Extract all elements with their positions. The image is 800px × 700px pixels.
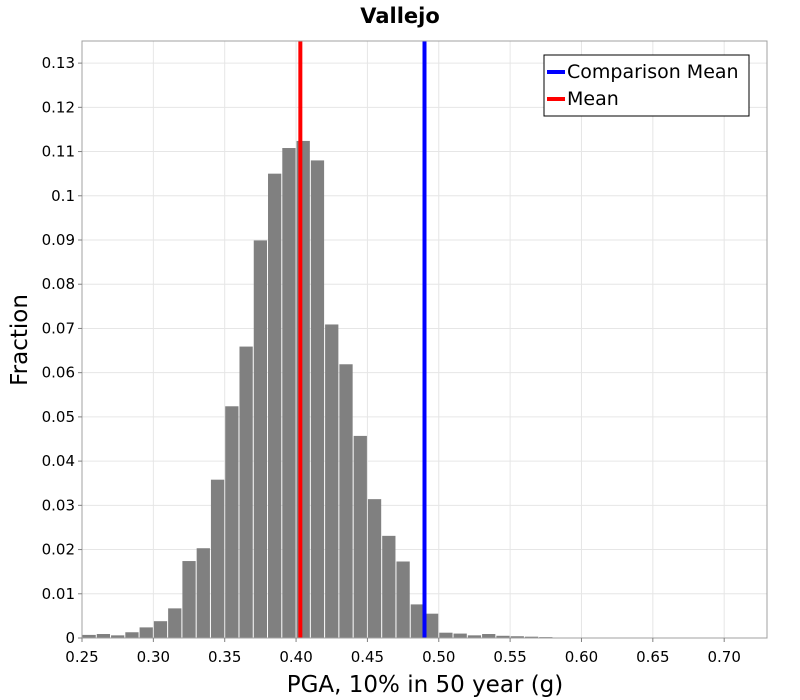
x-tick-label: 0.60: [565, 648, 598, 666]
reference-lines: [298, 41, 427, 638]
histogram-bar: [268, 173, 282, 638]
y-tick-label: 0.07: [42, 319, 75, 337]
histogram-bar: [510, 636, 524, 638]
histogram-bar: [382, 535, 396, 638]
x-tick-label: 0.45: [351, 648, 384, 666]
histogram-bar: [496, 635, 510, 638]
x-tick-label: 0.55: [493, 648, 526, 666]
legend-label-comparison-mean: Comparison Mean: [567, 61, 739, 83]
histogram-bar: [139, 627, 153, 638]
y-tick-label: 0.06: [42, 364, 75, 382]
y-tick-label: 0.01: [42, 585, 75, 603]
y-tick-label: 0: [65, 629, 75, 647]
histogram-bar: [168, 608, 182, 638]
histogram-bar: [367, 499, 382, 638]
plot-area: [81, 40, 768, 639]
y-tick-label: 0.04: [42, 452, 75, 470]
histogram-bar: [353, 435, 367, 638]
histogram-bar: [196, 548, 210, 638]
histogram-bar: [82, 634, 96, 638]
x-tick-label: 0.70: [707, 648, 740, 666]
histogram-bar: [96, 634, 111, 638]
histogram-bar: [439, 632, 453, 638]
y-tick-label: 0.08: [42, 275, 75, 293]
y-tick-label: 0.13: [42, 54, 75, 72]
histogram-bar: [239, 346, 253, 638]
histogram-bar: [310, 160, 325, 638]
x-axis-ticks: 0.25 0.30 0.35 0.40 0.45 0.50 0.55 0.60 0.65 0.70: [65, 638, 741, 666]
histogram-bar: [325, 324, 339, 638]
histogram-bar: [182, 561, 196, 638]
y-tick-label: 0.02: [42, 541, 75, 559]
legend-label-mean: Mean: [567, 88, 619, 110]
x-tick-label: 0.65: [636, 648, 669, 666]
histogram-bar: [210, 479, 225, 638]
histogram-bar: [425, 613, 439, 638]
histogram-bar: [396, 561, 410, 638]
x-axis-label: PGA, 10% in 50 year (g): [287, 672, 564, 698]
y-tick-label: 0.11: [42, 143, 75, 161]
y-tick-label: 0.12: [42, 98, 75, 116]
legend-box: [543, 54, 750, 117]
histogram-bar: [111, 635, 125, 638]
histogram-bar: [467, 635, 482, 638]
plot-frame: [81, 40, 768, 639]
chart-title: Vallejo: [360, 4, 440, 28]
x-tick-label: 0.35: [208, 648, 241, 666]
x-tick-label: 0.40: [279, 648, 312, 666]
histogram-bar: [482, 634, 496, 638]
histogram-bar: [253, 240, 268, 639]
x-tick-label: 0.25: [65, 648, 98, 666]
histogram-bar: [282, 148, 296, 639]
histogram-bar: [225, 406, 239, 638]
y-tick-label: 0.03: [42, 496, 75, 514]
histogram-bar: [524, 636, 539, 638]
histogram-bar: [125, 632, 139, 638]
y-axis-label: Fraction: [7, 294, 33, 386]
histogram-bar: [153, 621, 168, 638]
y-tick-label: 0.09: [42, 231, 75, 249]
x-tick-label: 0.30: [137, 648, 170, 666]
histogram-bar: [410, 604, 424, 638]
y-axis-ticks: 0 0.01 0.02 0.03 0.04 0.05 0.06 0.07 0.08 0.09 0.1…: [42, 54, 82, 647]
y-tick-label: 0.1: [51, 187, 75, 205]
legend: Comparison Mean Mean: [543, 54, 750, 117]
x-tick-label: 0.50: [422, 648, 455, 666]
y-tick-label: 0.05: [42, 408, 75, 426]
histogram-bar: [339, 364, 353, 638]
histogram-bar: [453, 633, 467, 638]
